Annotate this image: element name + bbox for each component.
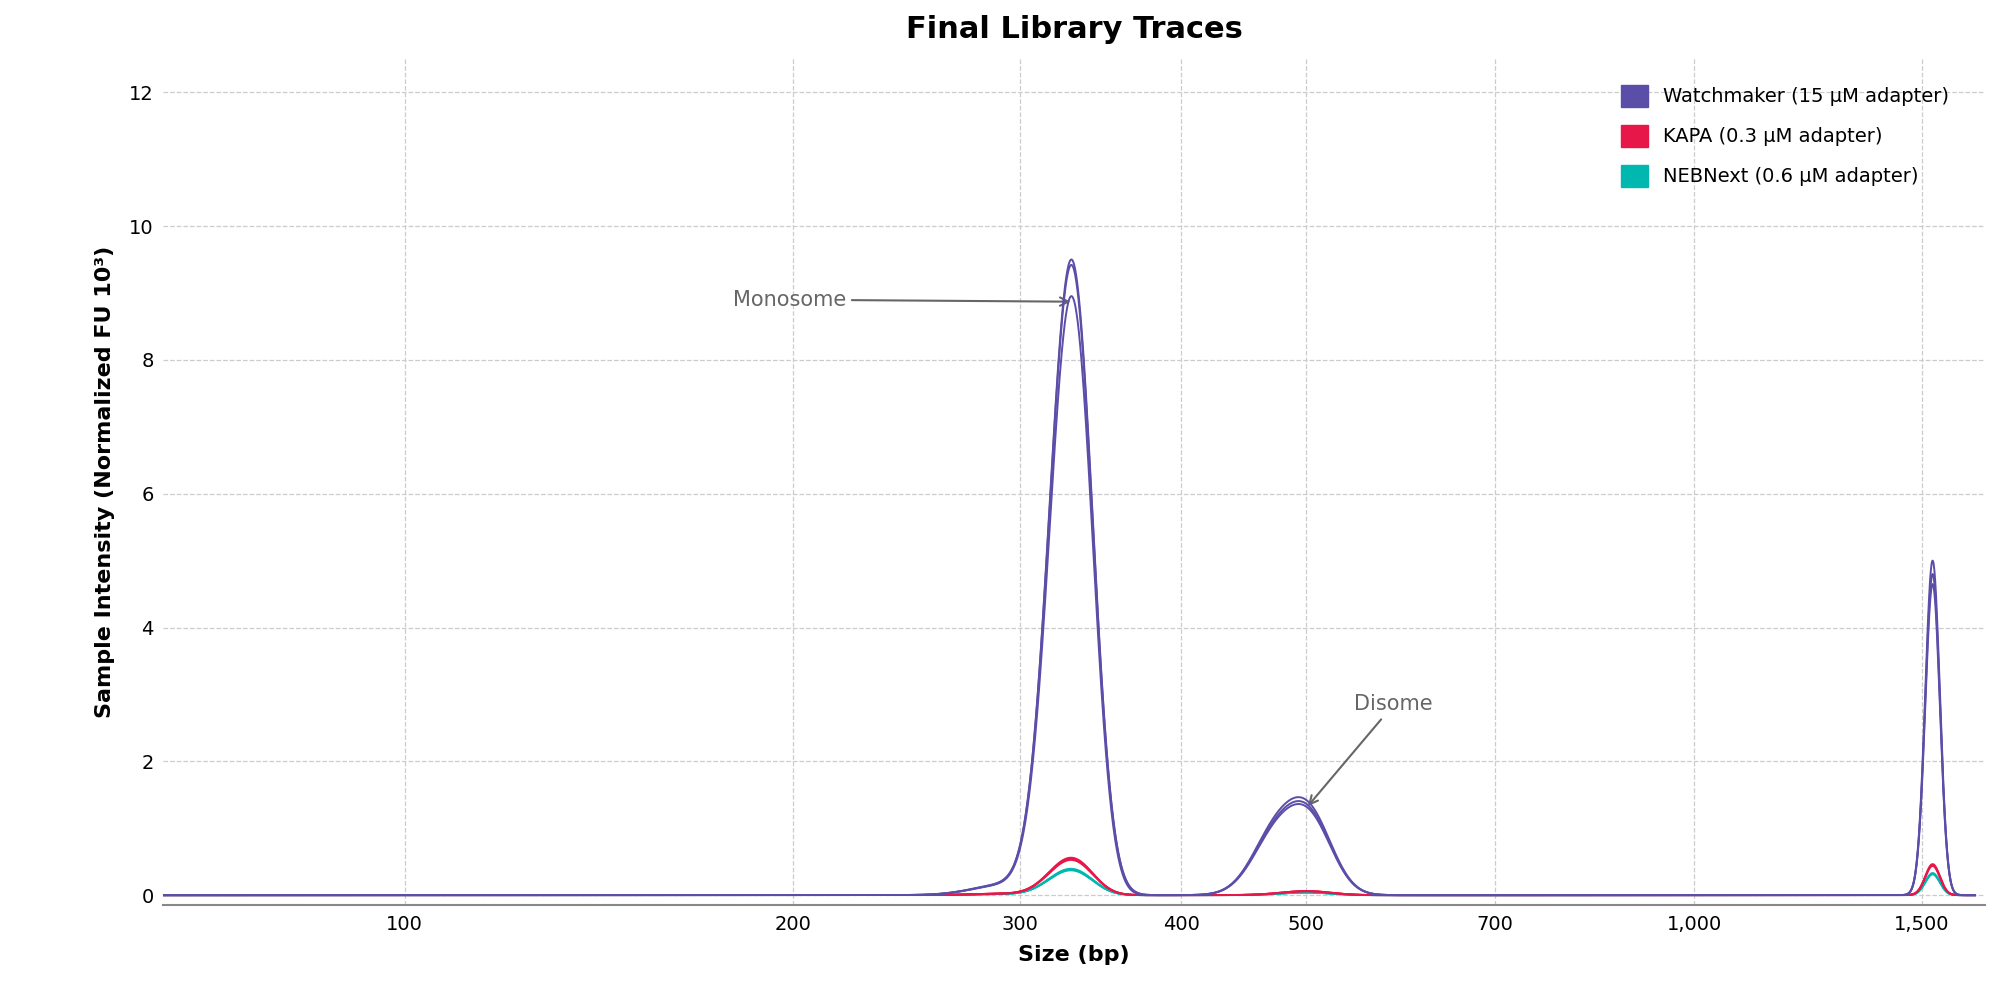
Legend: Watchmaker (15 μM adapter), KAPA (0.3 μM adapter), NEBNext (0.6 μM adapter): Watchmaker (15 μM adapter), KAPA (0.3 μM…: [1612, 77, 1958, 195]
Text: Monosome: Monosome: [734, 290, 1068, 310]
Title: Final Library Traces: Final Library Traces: [906, 15, 1242, 44]
X-axis label: Size (bp): Size (bp): [1018, 945, 1130, 965]
Y-axis label: Sample Intensity (Normalized FU 10³): Sample Intensity (Normalized FU 10³): [96, 246, 116, 718]
Text: Disome: Disome: [1310, 694, 1434, 804]
